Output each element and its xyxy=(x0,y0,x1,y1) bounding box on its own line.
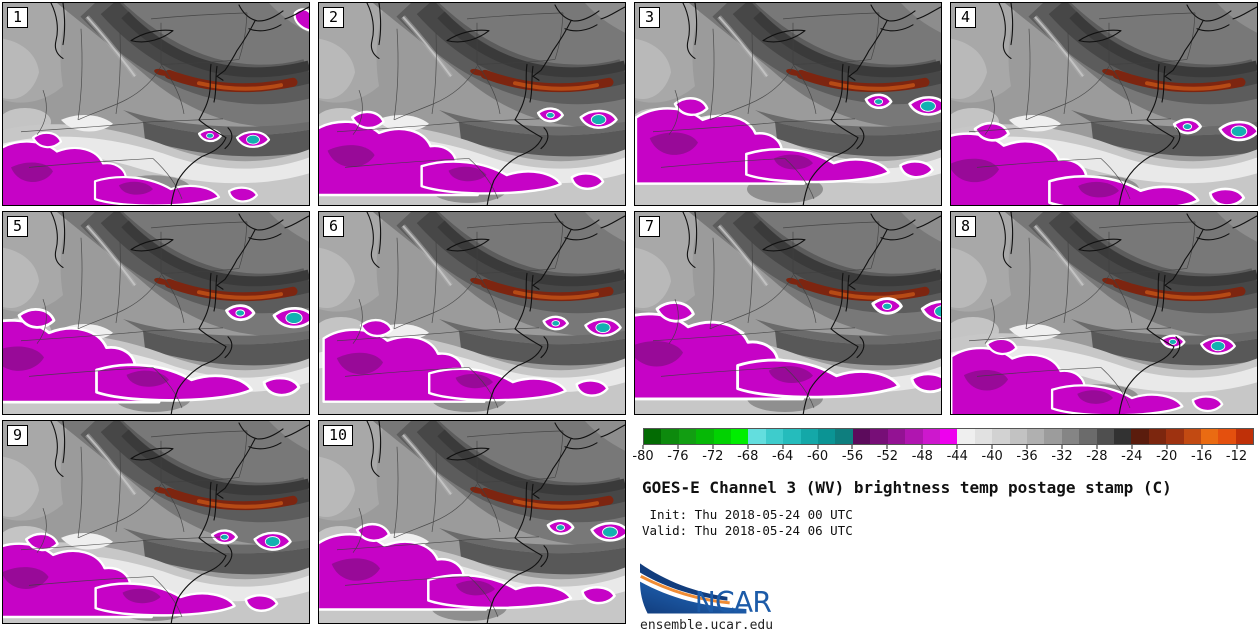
panel-member-9: 9 xyxy=(2,420,310,624)
colorbar: -80 -76 -72 -68 -64 -60 -56 -52 -48 -44 -40 -36 -32-… xyxy=(632,428,1254,465)
colorbar-swatches xyxy=(643,428,1254,445)
colorbar-tick-labels: -80 -76 -72 -68 -64 -60 -56 -52 -48 -44 -40 -36 -32-… xyxy=(632,449,1248,464)
wv-satellite-map xyxy=(635,3,941,205)
wv-satellite-map xyxy=(319,212,625,414)
colorbar-tick-marks xyxy=(642,445,1254,449)
footer-url: ensemble.ucar.edu xyxy=(640,618,774,633)
panel-member-6: 6 xyxy=(318,211,626,415)
panel-number-label: 4 xyxy=(955,7,977,29)
panel-member-2: 2 xyxy=(318,2,626,206)
wv-satellite-map xyxy=(3,421,309,623)
ncar-swoosh-icon xyxy=(640,563,747,614)
wv-satellite-map xyxy=(3,3,309,205)
panel-member-4: 4 xyxy=(950,2,1258,206)
panel-member-5: 5 xyxy=(2,211,310,415)
panel-number-label: 2 xyxy=(323,7,345,29)
panel-member-7: 7 xyxy=(634,211,942,415)
panel-member-10: 10 xyxy=(318,420,626,624)
legend-block: -80 -76 -72 -68 -64 -60 -56 -52 -48 -44 -40 -36 -32-… xyxy=(632,420,1258,633)
panel-number-label: 1 xyxy=(7,7,29,29)
wv-satellite-map xyxy=(635,212,941,414)
panel-number-label: 10 xyxy=(323,425,354,447)
wv-satellite-map xyxy=(951,3,1257,205)
panel-number-label: 8 xyxy=(955,216,977,238)
panel-number-label: 5 xyxy=(7,216,29,238)
panel-number-label: 7 xyxy=(639,216,661,238)
chart-title: GOES-E Channel 3 (WV) brightness temp po… xyxy=(642,478,1172,497)
init-time: Init: Thu 2018-05-24 00 UTC xyxy=(642,507,853,522)
ncar-logo-graphic: NCAR xyxy=(640,563,772,617)
panel-number-label: 6 xyxy=(323,216,345,238)
ncar-logo: NCAR xyxy=(640,563,1258,617)
panel-member-1: 1 xyxy=(2,2,310,206)
panel-member-8: 8 xyxy=(950,211,1258,415)
wv-satellite-map xyxy=(319,3,625,205)
run-times: Init: Thu 2018-05-24 00 UTC Valid: Thu 2… xyxy=(642,507,1258,539)
ncar-logo-text: NCAR xyxy=(695,586,772,617)
wv-satellite-map xyxy=(951,212,1257,414)
wv-satellite-map xyxy=(319,421,625,623)
panel-number-label: 9 xyxy=(7,425,29,447)
panel-member-3: 3 xyxy=(634,2,942,206)
wv-satellite-map xyxy=(3,212,309,414)
panel-number-label: 3 xyxy=(639,7,661,29)
valid-time: Valid: Thu 2018-05-24 06 UTC xyxy=(642,523,853,538)
